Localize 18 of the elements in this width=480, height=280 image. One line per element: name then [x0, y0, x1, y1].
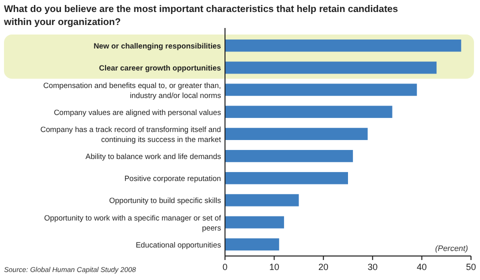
bar: [225, 216, 284, 228]
x-tick-label: 30: [368, 262, 378, 272]
bar: [225, 106, 392, 118]
x-tick-label: 0: [222, 262, 228, 272]
bar: [225, 238, 280, 250]
bar: [225, 84, 417, 96]
x-tick-label: 40: [416, 262, 427, 272]
bar: [225, 128, 368, 140]
bar: [225, 150, 353, 162]
chart-title: What do you believe are the most important characteristics that help retain candidates within your organization?: [3, 4, 398, 28]
bar: [225, 62, 437, 74]
bar: [225, 40, 462, 52]
annotation: (Percent): [435, 244, 468, 253]
bar: [225, 172, 348, 184]
bar: [225, 194, 299, 206]
x-tick-label: 10: [269, 262, 280, 272]
x-tick-label: 20: [318, 262, 328, 272]
x-tick-label: 50: [466, 262, 476, 272]
